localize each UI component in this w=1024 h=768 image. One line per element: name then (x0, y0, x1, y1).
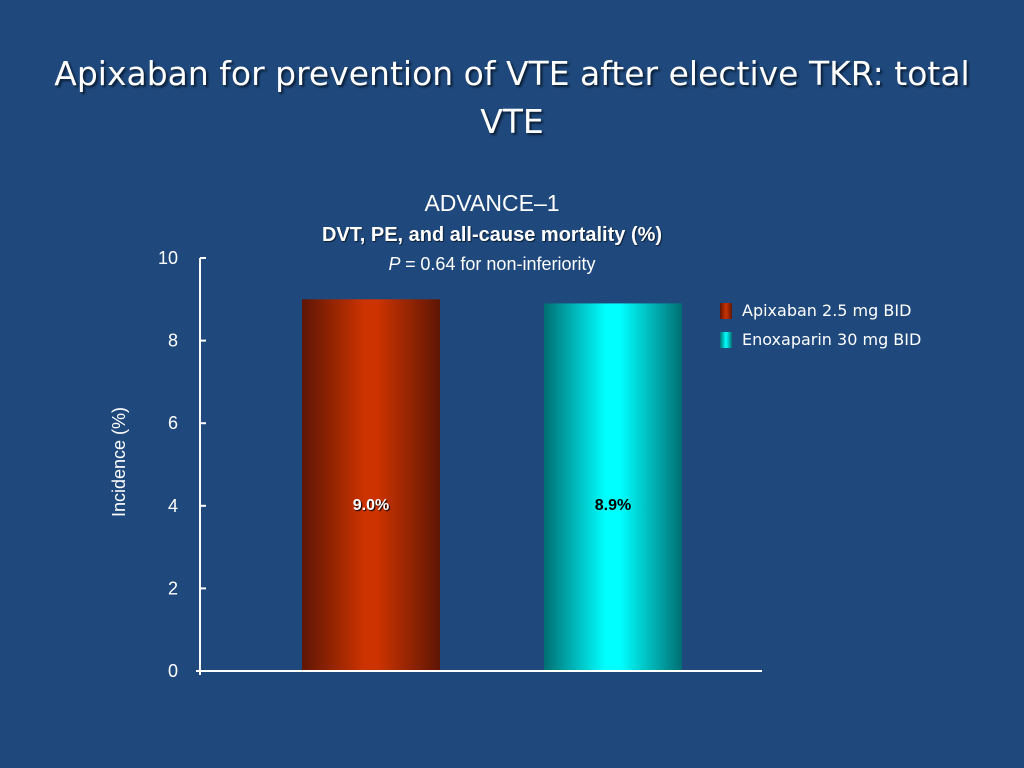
bar-value-label: 8.9% (595, 497, 631, 514)
slide-title-line1: Apixaban for prevention of VTE after ele… (54, 54, 970, 93)
bar-apixaban (302, 299, 440, 671)
legend-swatch (720, 302, 732, 319)
y-tick-label: 0 (168, 661, 178, 681)
chart-p-value: P = 0.64 for non-inferiority (200, 254, 784, 275)
slide-title: Apixaban for prevention of VTE after ele… (40, 50, 984, 146)
y-tick-label: 8 (168, 331, 178, 351)
bar-enoxaparin (544, 303, 682, 671)
legend-label: Enoxaparin 30 mg BID (742, 330, 922, 349)
legend-item: Enoxaparin 30 mg BID (720, 325, 921, 354)
y-tick-label: 10 (158, 248, 178, 268)
legend-swatch (720, 331, 732, 348)
y-tick-label: 2 (168, 578, 178, 598)
p-value-text: 0.64 for non-inferiority (415, 254, 596, 274)
legend-label: Apixaban 2.5 mg BID (742, 301, 912, 320)
bar-value-label: 9.0% (353, 497, 389, 514)
p-symbol: P = (388, 254, 416, 274)
chart-study-name: ADVANCE–1 (424, 190, 560, 216)
y-axis-title: Incidence (%) (109, 407, 129, 517)
y-tick-label: 4 (168, 496, 178, 516)
legend-item: Apixaban 2.5 mg BID (720, 296, 921, 325)
y-tick-label: 6 (168, 413, 178, 433)
slide-title-line2: VTE (480, 102, 544, 141)
chart-subtitle: DVT, PE, and all-cause mortality (%) (321, 224, 663, 246)
chart-legend: Apixaban 2.5 mg BID Enoxaparin 30 mg BID (720, 296, 921, 354)
